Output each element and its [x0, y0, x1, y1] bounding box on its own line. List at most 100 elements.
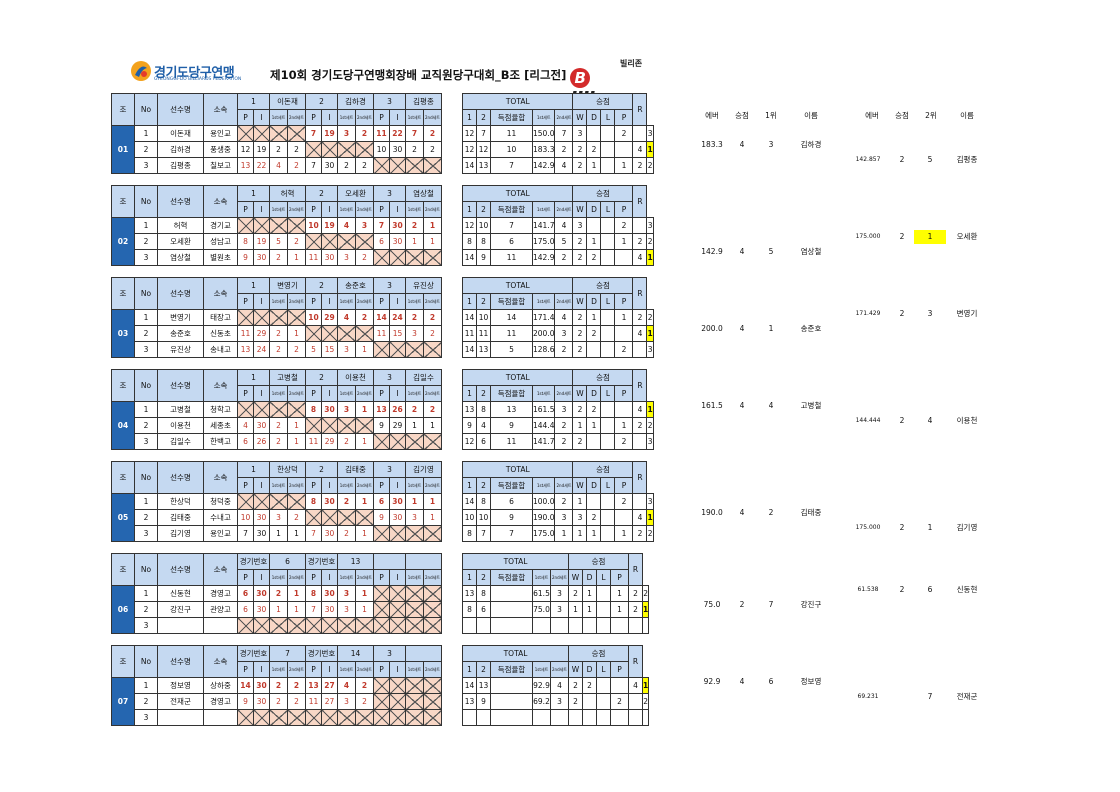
match-col-label: 1 [237, 461, 270, 478]
player-row: 3 김평종 칠보고 13 22 4 2 7 30 2 2 14 13 7 142.9 4 2 1 1 2 2 [112, 157, 654, 174]
header-i: I [321, 477, 338, 494]
empty-match-cell [321, 509, 338, 526]
empty-match-cell [237, 709, 254, 726]
total-value: 13 [490, 401, 533, 418]
player-name: 유진상 [157, 341, 204, 358]
match-score: 30 [253, 525, 270, 542]
empty-match-cell [373, 341, 390, 358]
header-team: 소속 [203, 93, 238, 126]
empty-match-cell [423, 585, 442, 602]
empty-match-cell [287, 217, 306, 234]
empty-match-cell [269, 709, 288, 726]
total-value: 3 [554, 325, 574, 342]
match-score: 30 [253, 601, 270, 618]
match-score: 30 [321, 157, 338, 174]
header-first-set: 1st세트 [531, 477, 556, 494]
match-score: 30 [389, 217, 406, 234]
match-score: 4 [269, 157, 288, 174]
match-score: 2 [423, 325, 442, 342]
total-value: 10 [476, 509, 491, 526]
total-value: 6 [490, 233, 533, 250]
total-value: 2 [572, 309, 588, 326]
header-pp: P [614, 109, 634, 126]
empty-match-cell [389, 601, 406, 618]
total-value: 13 [462, 585, 477, 602]
empty-match-cell [355, 417, 374, 434]
total-value: 14 [490, 309, 533, 326]
match-score: 30 [389, 493, 406, 510]
match-col-label: 1 [237, 369, 270, 386]
match-score: 30 [253, 693, 270, 710]
total-value: 6 [476, 601, 491, 618]
header-avg: 득점율합 [490, 109, 533, 126]
header-first-set: 1st세트 [269, 477, 288, 494]
total-value: 4 [550, 677, 569, 694]
first-place-points: 4 [739, 677, 745, 686]
header-p: P [305, 569, 322, 586]
header-c2: 2 [476, 293, 491, 310]
empty-match-cell [373, 585, 390, 602]
player-row: 07 1 정보영 상하중 14 30 2 2 13 27 4 2 14 13 92.9 4 2 2 4 1 [111, 677, 650, 726]
player-no: 3 [134, 433, 158, 450]
total-value: 1 [614, 157, 634, 174]
match-score: 2 [405, 217, 424, 234]
empty-match-cell [337, 417, 356, 434]
match-score: 11 [305, 249, 322, 266]
sponsor-name-kr: 빌리존 [620, 59, 643, 68]
rank-value: 3 [646, 433, 654, 450]
empty-match-cell [389, 585, 406, 602]
header-win: 승점 [572, 93, 634, 110]
match-col-label: 2 [305, 461, 338, 478]
total-value: 183.3 [531, 141, 556, 158]
header-d: D [586, 293, 602, 310]
header-first-set: 1st세트 [337, 109, 356, 126]
player-no: 3 [134, 249, 158, 266]
match-score: 2 [423, 401, 442, 418]
total-value: 2 [572, 249, 588, 266]
total-value: 2 [554, 417, 574, 434]
total-value: 2 [628, 601, 643, 618]
total-value: 2 [610, 693, 629, 710]
match-score: 11 [305, 433, 322, 450]
header-i: I [321, 109, 338, 126]
empty-match-cell [389, 433, 406, 450]
match-score: 2 [269, 677, 288, 694]
header-jo: 조 [111, 185, 135, 218]
spacer [441, 369, 463, 450]
total-value [600, 509, 616, 526]
match-score: 3 [405, 509, 424, 526]
total-value: 4 [554, 157, 574, 174]
summary-header-right: 에버 [865, 111, 879, 120]
header-win: 승점 [572, 277, 634, 294]
player-row: 3 염상철 별원초 9 30 2 1 11 30 3 2 14 9 11 142.9 2 2 2 4 1 [112, 249, 654, 266]
total-value [628, 709, 643, 726]
match-score: 19 [253, 233, 270, 250]
empty-match-cell [269, 617, 288, 634]
player-team: 송내고 [203, 341, 238, 358]
header-i: I [321, 385, 338, 402]
header-player: 선수명 [157, 645, 204, 678]
match-col-opponent: 김하경 [337, 93, 374, 110]
total-value: 7 [476, 525, 491, 542]
empty-match-cell [305, 325, 322, 342]
header-avg: 득점율합 [490, 477, 533, 494]
match-col-opponent: 7 [269, 645, 306, 662]
header-player: 선수명 [157, 277, 204, 310]
rank-value: 2 [641, 693, 650, 710]
match-score: 4 [337, 309, 356, 326]
total-value [586, 433, 602, 450]
match-score: 19 [321, 125, 338, 142]
match-col-label: 1 [237, 93, 270, 110]
player-name: 김평종 [157, 157, 204, 174]
empty-match-cell [373, 677, 390, 694]
player-name: 김일수 [157, 433, 204, 450]
header-win: 승점 [568, 645, 629, 662]
match-score: 7 [305, 525, 322, 542]
match-score: 27 [321, 693, 338, 710]
match-score: 5 [305, 341, 322, 358]
group-03: 조 No 선수명 소속 1 변영기 2 송준호 3 유진상 TOTAL 승점 R P I 1st세트 2nd세트… [111, 277, 1120, 358]
match-score: 1 [355, 585, 374, 602]
total-value: 150.0 [531, 125, 556, 142]
second-place-rank: 6 [927, 585, 933, 594]
group-table: 조 No 선수명 소속 1 허혁 2 오세환 3 염상철 TOTAL 승점 R P I 1st세트 2nd세트 P… [111, 185, 654, 266]
